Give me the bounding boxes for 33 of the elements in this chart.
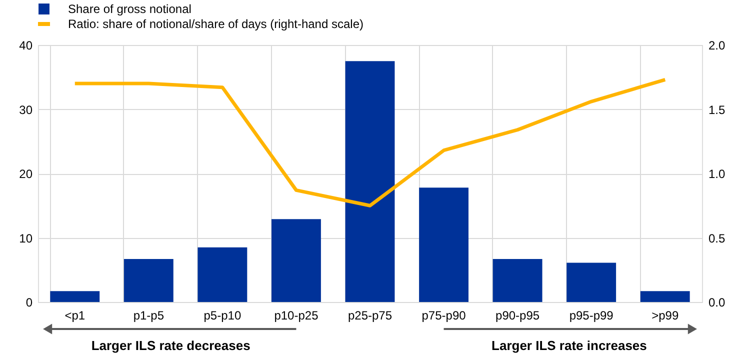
bar	[272, 219, 321, 302]
x-tick-label: <p1	[64, 308, 86, 322]
x-tick-label: >p99	[652, 308, 679, 322]
x-tick-label: p5-p10	[204, 308, 242, 322]
text: Larger ILS rate increases	[492, 338, 647, 353]
x-tick-label: p10-p25	[274, 308, 319, 322]
y2-tick-label: 2.0	[708, 38, 726, 52]
bar	[124, 258, 174, 302]
bar	[492, 258, 542, 302]
y-tick-label: 40	[19, 38, 33, 52]
y2-tick-label: 1.0	[708, 167, 726, 181]
bar	[566, 262, 616, 302]
bar	[640, 291, 690, 302]
x-tick-label: p1-p5	[133, 308, 164, 322]
text: Larger ILS rate decreases	[91, 338, 250, 353]
bar	[50, 291, 100, 302]
bar	[419, 188, 468, 302]
line-series	[73, 78, 667, 208]
legend-label: Ratio: share of notional/share of days (right-hand scale)	[68, 17, 364, 31]
y2-tick-label: 1.5	[708, 102, 726, 117]
x-tick-label: p90-p95	[496, 308, 540, 322]
bar	[198, 247, 248, 302]
bar	[345, 61, 395, 302]
y2-tick-label: 0.5	[708, 231, 726, 246]
x-tick-label: p25-p75	[348, 308, 392, 322]
x-tick-label: p95-p99	[569, 308, 614, 322]
legend-label: Share of gross notional	[68, 2, 192, 16]
y-tick-label: 0	[26, 296, 33, 310]
y-tick-label: 30	[19, 102, 33, 117]
y-tick-label: 20	[19, 167, 33, 181]
y-tick-label: 10	[19, 231, 33, 246]
x-tick-label: p75-p90	[422, 308, 466, 322]
y2-tick-label: 0.0	[708, 296, 726, 310]
